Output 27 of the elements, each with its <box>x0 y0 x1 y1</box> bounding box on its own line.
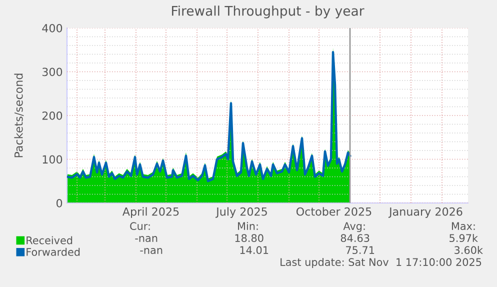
text: 18.80 <box>235 234 264 242</box>
text: -nan <box>135 236 158 242</box>
text: 84.63 <box>340 234 370 242</box>
text: 14.01 <box>240 246 268 254</box>
y-tick-label: 100 <box>42 155 62 164</box>
text: 5.97k <box>450 234 478 242</box>
text: Max: <box>452 222 475 230</box>
y-tick-label: 0 <box>56 198 62 208</box>
text: -nan <box>140 248 162 254</box>
y-tick-label: 400 <box>42 24 62 32</box>
line-series <box>67 50 352 182</box>
text: Min: <box>238 222 258 230</box>
x-tick-label: January 2026 <box>388 207 462 218</box>
text: Cur: <box>130 222 150 230</box>
legend-label: Received <box>26 236 72 244</box>
text: Avg: <box>343 222 365 232</box>
x-tick-label: July 2025 <box>216 207 267 218</box>
y-tick-label: 200 <box>42 111 62 120</box>
text: Last update: Sat Nov 1 17:10:00 2025 <box>280 258 482 268</box>
text: 3.60k <box>454 246 483 254</box>
x-tick-label: October 2025 <box>296 207 372 216</box>
text: 75.71 <box>346 246 374 254</box>
x-tick-label: April 2025 <box>122 207 179 218</box>
y-axis-title: Packets/second <box>14 74 24 158</box>
legend-label: Forwarded <box>26 248 80 256</box>
chart-title: Firewall Throughput - by year <box>172 6 364 18</box>
y-tick-label: 300 <box>42 68 62 76</box>
